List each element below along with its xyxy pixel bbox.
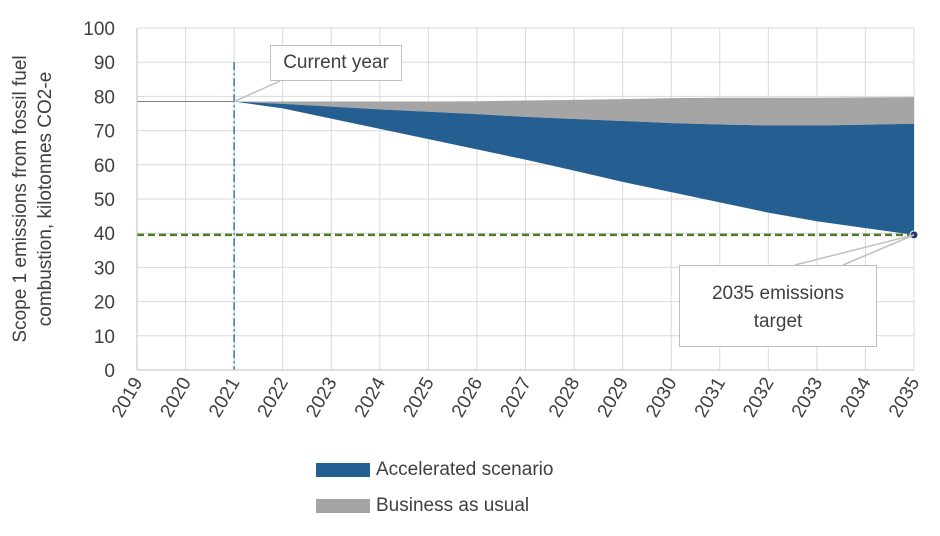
callout-leaders [233,80,915,266]
y-tick-label: 50 [94,190,115,211]
target-callout-line-2: target [753,311,803,332]
target-callout: 2035 emissions target [679,265,877,347]
target-callout-line-1: 2035 emissions [711,283,845,304]
y-tick-label: 20 [94,293,115,314]
x-tick-label: 2024 [351,374,391,421]
legend: Accelerated scenario Business as usual [316,452,553,524]
x-tick-label: 2026 [448,374,487,421]
x-tick-label: 2034 [836,374,876,421]
x-tick-label: 2021 [205,374,244,421]
current-year-callout: Current year [270,45,402,81]
y-axis-title-line-1: Scope 1 emissions from fossil fuel [10,55,31,342]
target-leader-line [842,234,915,266]
y-tick-label: 60 [94,156,115,177]
y-tick-label: 80 [94,87,115,108]
y-tick-label: 100 [83,19,115,40]
legend-label-accelerated: Accelerated scenario [376,459,554,480]
target-leader-line [794,234,915,266]
x-tick-label: 2029 [594,374,633,421]
x-tick-label: 2031 [691,374,730,421]
legend-swatch-business-as-usual [316,499,370,513]
y-tick-label: 0 [104,361,115,382]
x-tick-label: 2025 [399,374,438,421]
legend-item-business-as-usual: Business as usual [316,488,553,524]
x-tick-label: 2027 [497,374,536,421]
legend-label-business-as-usual: Business as usual [376,495,530,516]
x-tick-label: 2032 [739,374,778,421]
legend-item-accelerated: Accelerated scenario [316,452,553,488]
x-tick-label: 2022 [254,374,293,421]
area-series [234,97,914,235]
x-tick-labels: 2019 2020 2021 2022 2023 2024 2025 2026 2027 2028… [108,374,924,421]
x-tick-label: 2033 [788,374,827,421]
x-tick-label: 2028 [545,374,584,421]
accelerated-scenario-area [234,101,914,235]
y-tick-labels: 0 10 20 30 40 50 60 70 80 90 100 [83,19,115,382]
business-as-usual-area [234,97,914,126]
x-tick-label: 2035 [885,374,924,421]
y-tick-label: 90 [94,53,115,74]
current-year-leader-line [233,80,281,103]
y-tick-label: 70 [94,122,115,143]
y-tick-label: 30 [94,258,115,279]
axes [136,28,914,371]
y-tick-label: 10 [94,327,115,348]
y-tick-label: 40 [94,224,115,245]
y-axis-title: Scope 1 emissions from fossil fuel combu… [10,55,56,342]
x-tick-label: 2023 [302,374,341,421]
x-tick-label: 2020 [157,374,196,421]
legend-swatch-accelerated [316,463,370,477]
x-tick-label: 2030 [642,374,681,421]
y-axis-title-line-2: combustion, kilotonnes CO2-e [35,72,56,327]
current-year-callout-text: Current year [283,52,389,73]
